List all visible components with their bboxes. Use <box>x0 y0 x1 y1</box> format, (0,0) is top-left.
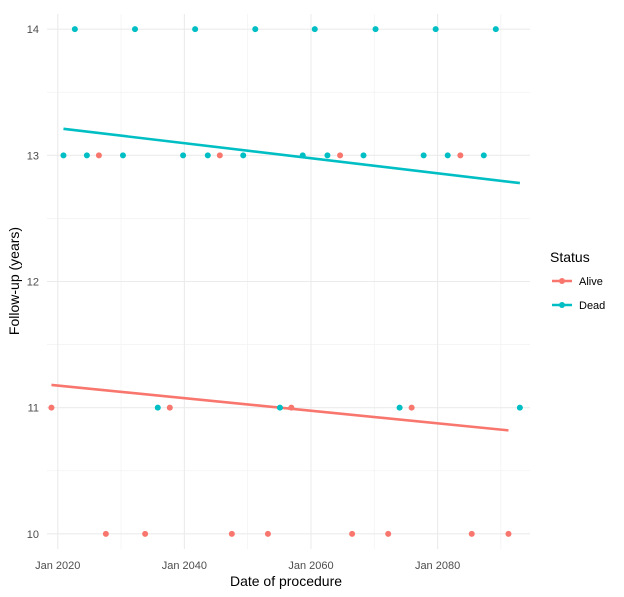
point-dead <box>154 404 161 411</box>
y-tick-labels: 10 11 12 13 14 <box>27 24 39 541</box>
legend-key-point-alive <box>559 278 565 284</box>
point-dead <box>240 152 247 159</box>
x-tick-label: Jan 2080 <box>415 560 460 572</box>
point-dead <box>131 26 138 33</box>
x-tick-label: Jan 2060 <box>288 560 333 572</box>
point-alive <box>95 152 102 159</box>
point-dead <box>252 26 259 33</box>
y-tick-label: 12 <box>27 277 39 289</box>
point-alive <box>102 530 109 537</box>
point-dead <box>192 26 199 33</box>
data-points <box>48 26 523 537</box>
point-dead <box>324 152 331 159</box>
point-dead <box>492 26 499 33</box>
point-dead <box>480 152 487 159</box>
legend-label-dead: Dead <box>579 300 605 312</box>
legend-keys: Alive Dead <box>552 276 605 312</box>
point-dead <box>432 26 439 33</box>
point-dead <box>83 152 90 159</box>
point-dead <box>444 152 451 159</box>
y-tick-label: 14 <box>27 24 39 36</box>
legend-title: Status <box>550 249 590 265</box>
point-alive <box>505 530 512 537</box>
major-grid <box>47 14 530 549</box>
y-tick-label: 11 <box>28 403 39 415</box>
point-dead <box>311 26 318 33</box>
point-dead <box>204 152 211 159</box>
point-alive <box>216 152 223 159</box>
x-axis-title: Date of procedure <box>230 573 342 589</box>
point-dead <box>396 404 403 411</box>
point-dead <box>71 26 78 33</box>
point-alive <box>228 530 235 537</box>
x-tick-labels: Jan 2020 Jan 2040 Jan 2060 Jan 2080 <box>35 560 460 572</box>
x-tick-label: Jan 2020 <box>35 560 80 572</box>
point-dead <box>516 404 523 411</box>
legend-label-alive: Alive <box>579 276 603 288</box>
point-dead <box>276 404 283 411</box>
trend-line-dead <box>63 127 521 185</box>
point-alive <box>408 404 415 411</box>
point-alive <box>166 404 173 411</box>
point-alive <box>468 530 475 537</box>
y-axis-title: Follow-up (years) <box>6 227 22 335</box>
point-alive <box>288 404 295 411</box>
point-alive <box>385 530 392 537</box>
point-dead <box>372 26 379 33</box>
point-dead <box>420 152 427 159</box>
point-dead <box>180 152 187 159</box>
point-dead <box>360 152 367 159</box>
x-tick-label: Jan 2040 <box>162 560 207 572</box>
point-alive <box>264 530 271 537</box>
point-alive <box>48 404 55 411</box>
point-alive <box>142 530 149 537</box>
point-alive <box>337 152 344 159</box>
legend-key-point-dead <box>559 302 565 308</box>
point-dead <box>119 152 126 159</box>
y-tick-label: 13 <box>27 150 39 162</box>
point-dead <box>60 152 67 159</box>
point-alive <box>349 530 356 537</box>
point-alive <box>457 152 464 159</box>
y-tick-label: 10 <box>27 529 39 541</box>
legend: Status Alive Dead <box>550 249 605 312</box>
point-dead <box>299 152 306 159</box>
